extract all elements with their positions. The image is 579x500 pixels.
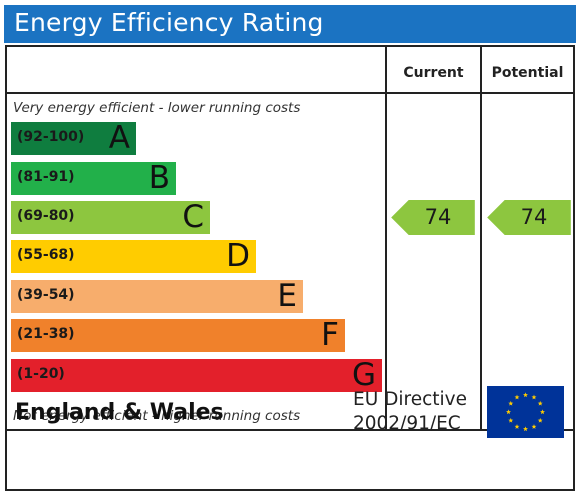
- band-range: (55-68): [17, 247, 75, 263]
- band-letter: G: [351, 357, 376, 393]
- column-divider-current: [385, 47, 387, 429]
- band-a: (92-100) A: [11, 120, 136, 156]
- column-header-current: Current: [403, 65, 464, 81]
- band-range: (69-80): [17, 208, 75, 224]
- header-bar: Energy Efficiency Rating: [4, 5, 576, 43]
- header-separator-left: [7, 92, 385, 94]
- current-rating-arrow: [391, 200, 475, 235]
- band-c: (69-80) C: [11, 199, 210, 235]
- eu-directive-number: 2002/91/EC: [353, 413, 461, 434]
- column-header-potential: Potential: [491, 65, 564, 81]
- header-separator: [385, 92, 573, 94]
- band-g: (1-20) G: [11, 357, 382, 393]
- eu-star-icon: [537, 400, 543, 406]
- eu-star-icon: [523, 392, 528, 398]
- eu-star-icon: [506, 409, 511, 415]
- note-efficient: Very energy efficient - lower running co…: [13, 100, 301, 116]
- eu-star-icon: [514, 394, 520, 400]
- band-letter: F: [321, 317, 339, 353]
- band-letter: D: [226, 238, 250, 274]
- note-inefficient: Not energy efficient - higher running co…: [13, 408, 301, 424]
- band-e: (39-54) E: [11, 278, 303, 314]
- band-letter: A: [108, 120, 130, 156]
- rating-chart-frame: Current Potential Very energy efficient …: [5, 45, 575, 491]
- potential-rating-arrow-shape: [487, 200, 571, 235]
- eu-star-icon: [508, 400, 514, 406]
- footer-separator: [7, 429, 573, 431]
- band-range: (21-38): [17, 326, 75, 342]
- eu-flag-icon: [487, 386, 564, 438]
- eu-star-icon: [523, 426, 528, 432]
- band-d: (55-68) D: [11, 238, 256, 274]
- current-rating-arrow-shape: [391, 200, 475, 235]
- column-divider-potential: [480, 47, 482, 429]
- band-b: (81-91) B: [11, 160, 176, 196]
- eu-star-icon: [514, 424, 520, 429]
- band-letter: C: [182, 199, 204, 235]
- region-label: England & Wales: [15, 400, 224, 425]
- band-letter: E: [277, 278, 297, 314]
- band-letter: B: [148, 160, 170, 196]
- eu-star-icon: [508, 417, 514, 423]
- page-title: Energy Efficiency Rating: [14, 8, 324, 37]
- band-range: (92-100): [17, 129, 85, 145]
- eu-star-icon: [531, 394, 537, 400]
- eu-flag-stars: [506, 392, 545, 432]
- potential-rating-arrow: [487, 200, 571, 235]
- band-f: (21-38) F: [11, 317, 345, 353]
- eu-star-icon: [531, 424, 537, 429]
- band-range: (1-20): [17, 366, 65, 382]
- current-rating-value: 74: [424, 205, 452, 229]
- potential-rating-value: 74: [520, 205, 548, 229]
- eu-star-icon: [540, 409, 545, 415]
- band-range: (81-91): [17, 169, 75, 185]
- eu-directive-label: EU Directive: [353, 389, 467, 410]
- band-range: (39-54): [17, 287, 75, 303]
- eu-star-icon: [537, 417, 543, 423]
